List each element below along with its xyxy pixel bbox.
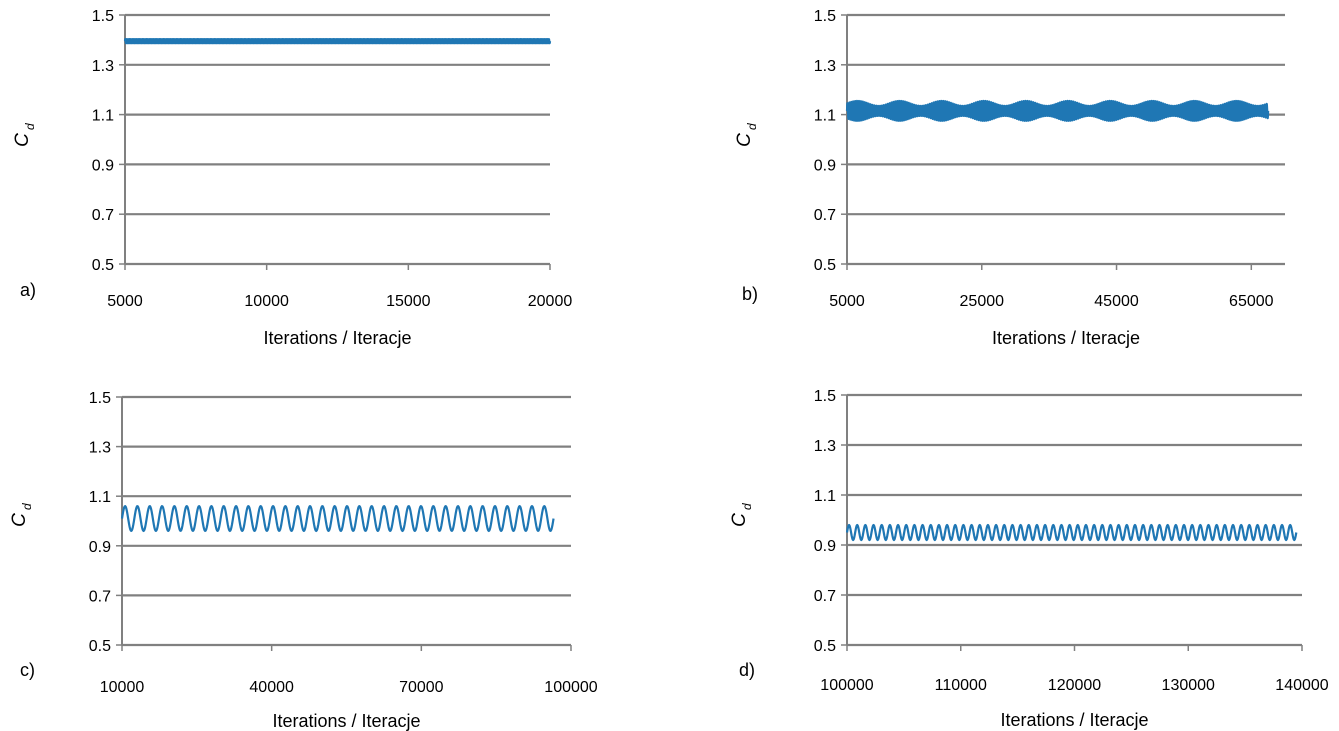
y-axis-title: Cd (12, 123, 37, 147)
chart-panel: 0.5 0.7 0.9 1.1 1.3 1.5 100000 110000 120000 1300… (729, 388, 1329, 730)
y-tick-label: 0.5 (89, 638, 111, 655)
x-tick-label: 65000 (1229, 293, 1274, 310)
y-tick-label: 1.5 (89, 390, 111, 407)
x-tick-label: 120000 (1048, 677, 1101, 694)
y-tick-label: 0.9 (814, 157, 836, 174)
y-tick-label: 1.5 (92, 8, 114, 25)
x-axis-title: Iterations / Iteracje (992, 328, 1140, 348)
y-axis-title-subscript: d (23, 123, 37, 130)
cd-series-line (123, 38, 552, 45)
x-tick-label: 20000 (528, 293, 573, 310)
x-tick-label: 130000 (1162, 677, 1215, 694)
y-axis-title-main: C (9, 513, 30, 527)
y-tick-label: 1.1 (814, 488, 836, 505)
y-tick-label: 0.5 (814, 257, 836, 274)
y-axis-title: Cd (734, 123, 759, 147)
x-axis-title: Iterations / Iteracje (272, 711, 420, 731)
y-tick-label: 1.1 (89, 489, 111, 506)
x-tick-label: 15000 (386, 293, 431, 310)
x-tick-label: 110000 (935, 677, 987, 694)
y-tick-label: 0.7 (814, 588, 836, 605)
panel-label: a) (20, 280, 36, 300)
x-tick-label: 40000 (249, 679, 294, 696)
x-tick-label: 25000 (960, 293, 1005, 310)
chart-panel: 0.5 0.7 0.9 1.1 1.3 1.5 5000 10000 15000 20000 Ite… (12, 8, 572, 348)
y-axis-title: Cd (729, 503, 754, 527)
y-axis-title: Cd (9, 503, 34, 527)
y-tick-label: 1.1 (814, 108, 836, 125)
y-axis-title-subscript: d (740, 503, 754, 510)
y-tick-label: 1.5 (814, 8, 836, 25)
panel-label: b) (742, 284, 758, 304)
x-tick-label: 10000 (100, 679, 145, 696)
y-tick-label: 0.9 (814, 538, 836, 555)
panel-label: c) (20, 660, 35, 680)
panel-label: d) (739, 660, 755, 680)
cd-series-line (120, 505, 555, 533)
y-tick-label: 0.7 (814, 207, 836, 224)
x-tick-label: 100000 (544, 679, 597, 696)
y-axis-title-main: C (734, 133, 755, 147)
cd-series-line (845, 523, 1298, 542)
y-axis-title-subscript: d (20, 503, 34, 510)
y-tick-label: 1.3 (89, 440, 111, 457)
x-axis-title: Iterations / Iteracje (1000, 710, 1148, 730)
x-tick-label: 5000 (107, 293, 143, 310)
y-axis-title-main: C (12, 133, 33, 147)
y-tick-label: 1.1 (92, 108, 114, 125)
y-tick-label: 0.7 (92, 207, 114, 224)
chart-panel: 0.5 0.7 0.9 1.1 1.3 1.5 5000 25000 45000 65000 Ite… (734, 8, 1285, 348)
y-tick-label: 1.3 (814, 58, 836, 75)
y-axis-title-main: C (729, 513, 750, 527)
y-tick-label: 1.3 (92, 58, 114, 75)
y-tick-label: 0.5 (814, 638, 836, 655)
y-tick-label: 0.5 (92, 257, 114, 274)
x-axis-title: Iterations / Iteracje (263, 328, 411, 348)
y-tick-label: 1.5 (814, 388, 836, 405)
x-tick-label: 5000 (829, 293, 865, 310)
x-tick-label: 100000 (820, 677, 873, 694)
chart-panel: 0.5 0.7 0.9 1.1 1.3 1.5 10000 40000 70000 100000 I… (9, 390, 598, 731)
y-tick-label: 0.9 (92, 157, 114, 174)
x-tick-label: 10000 (244, 293, 289, 310)
y-tick-label: 1.3 (814, 438, 836, 455)
cd-series-line (845, 99, 1270, 122)
x-tick-label: 45000 (1094, 293, 1139, 310)
y-tick-label: 0.7 (89, 588, 111, 605)
x-tick-label: 140000 (1275, 677, 1328, 694)
x-tick-label: 70000 (399, 679, 444, 696)
y-axis-title-subscript: d (745, 123, 759, 130)
y-tick-label: 0.9 (89, 539, 111, 556)
